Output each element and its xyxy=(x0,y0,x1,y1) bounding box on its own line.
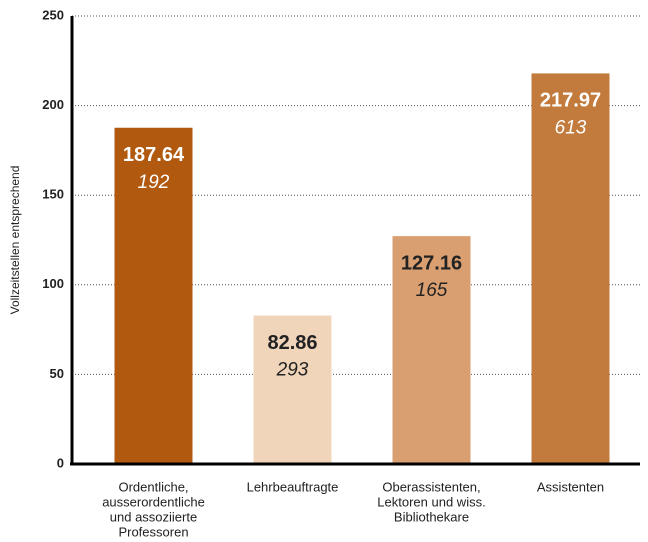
y-tick-label: 100 xyxy=(42,276,64,291)
bar xyxy=(392,236,471,464)
bar xyxy=(114,127,193,465)
value-label: 127.16 xyxy=(401,252,462,274)
y-tick-label: 0 xyxy=(57,455,64,470)
y-tick-label: 50 xyxy=(50,366,64,381)
x-tick-label: Bibliothekare xyxy=(394,509,469,524)
x-tick-label: Oberassistenten, xyxy=(382,479,480,494)
x-tick-label: Ordentliche, xyxy=(118,479,188,494)
y-tick-label: 150 xyxy=(42,187,64,202)
x-tick-label: Lehrbeauftragte xyxy=(247,479,339,494)
x-tick-label: Assistenten xyxy=(537,479,604,494)
y-tick-label: 200 xyxy=(42,97,64,112)
x-tick-label: ausserordentliche xyxy=(102,494,205,509)
y-axis-label: Vollzeitstellen entsprechend xyxy=(8,166,22,315)
secondary-label: 192 xyxy=(138,172,170,193)
x-tick-label: Lektoren und wiss. xyxy=(377,494,485,509)
secondary-label: 165 xyxy=(416,280,448,301)
secondary-label: 613 xyxy=(555,117,587,138)
bar xyxy=(253,315,332,464)
x-tick-label: und assoziierte xyxy=(110,509,197,524)
value-label: 82.86 xyxy=(267,332,317,354)
x-tick-label: Professoren xyxy=(118,524,188,539)
value-label: 187.64 xyxy=(123,144,185,166)
value-label: 217.97 xyxy=(540,90,601,112)
secondary-label: 293 xyxy=(276,360,309,381)
y-tick-label: 250 xyxy=(42,7,64,22)
bar xyxy=(531,73,610,464)
